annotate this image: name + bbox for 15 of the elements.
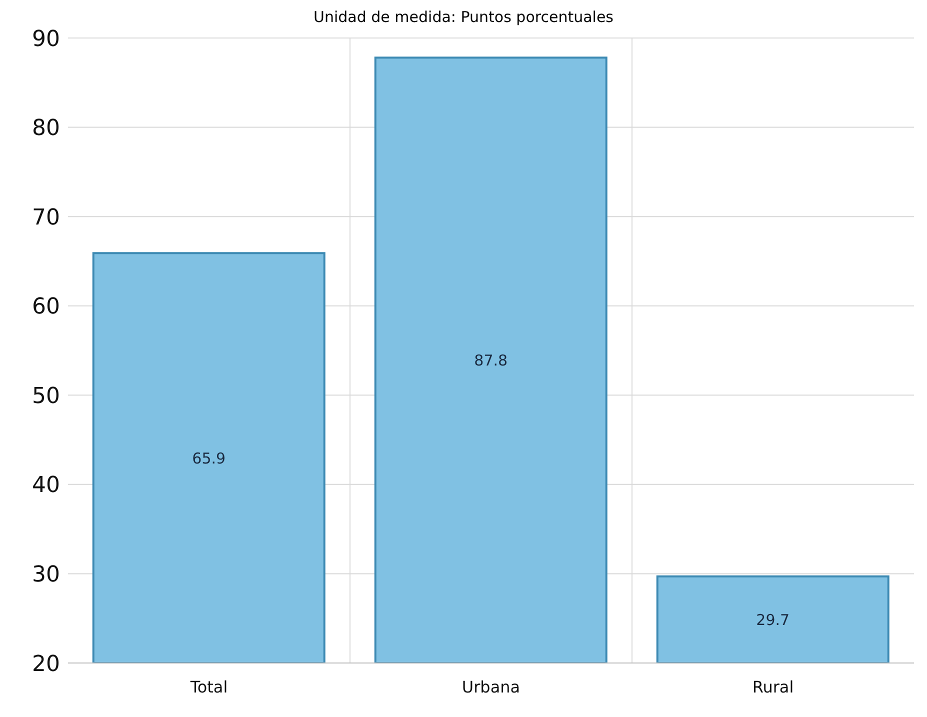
data-label: 87.8	[474, 352, 508, 370]
y-tick-label: 30	[32, 562, 60, 588]
y-tick-label: 70	[32, 205, 60, 230]
y-tick-label: 50	[32, 384, 60, 409]
x-tick-label: Total	[189, 677, 228, 696]
x-tick-label: Urbana	[462, 677, 520, 696]
y-tick-label: 20	[32, 652, 60, 677]
y-tick-label: 80	[32, 116, 60, 142]
y-tick-label: 60	[32, 294, 60, 320]
x-tick-label: Rural	[752, 677, 794, 696]
y-tick-label: 90	[32, 26, 60, 52]
data-label: 65.9	[192, 449, 226, 468]
chart-subtitle: Unidad de medida: Puntos porcentuales	[312, 8, 614, 28]
y-tick-label: 40	[32, 473, 60, 498]
data-label: 29.7	[756, 611, 790, 630]
